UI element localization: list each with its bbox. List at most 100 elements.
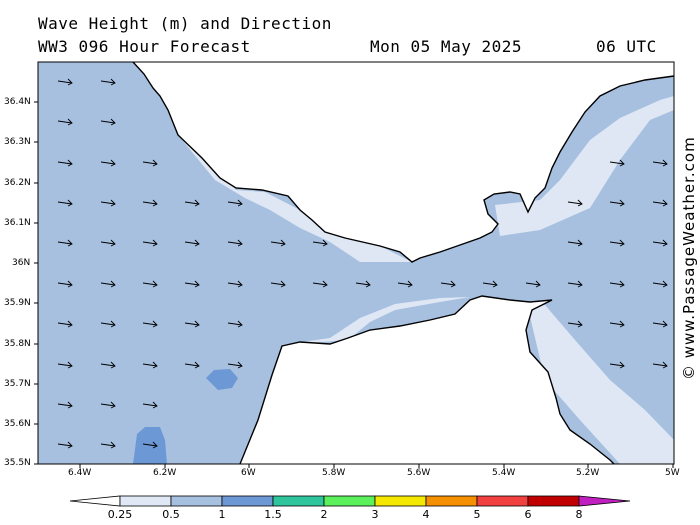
wave-arrow (57, 282, 73, 286)
wave-arrow-head (152, 320, 158, 328)
sea-high-waves-patch-1 (206, 369, 238, 390)
wave-arrow-head (280, 280, 286, 288)
lat-label: 36.4N (4, 97, 31, 107)
wave-arrow-head (237, 320, 243, 328)
lon-label: 5.2W (576, 468, 600, 478)
wave-arrow-head (365, 280, 371, 288)
wave-arrow-head (110, 441, 116, 449)
wave-arrow (100, 443, 116, 447)
wave-arrow-head (322, 280, 328, 288)
wave-arrow (142, 322, 158, 326)
wave-arrow-head (110, 199, 116, 207)
wave-arrow-head (110, 361, 116, 369)
wave-arrow-head (194, 361, 200, 369)
wave-arrow (227, 201, 243, 205)
colorbar-label: 0.25 (107, 508, 133, 521)
wave-arrow (652, 363, 668, 367)
wave-arrow-head (662, 239, 668, 247)
wave-arrow (652, 282, 668, 286)
wave-arrow-head (237, 199, 243, 207)
lat-label: 35.7N (4, 379, 31, 389)
wave-arrow-head (67, 118, 73, 126)
wave-height-colorbar (69, 495, 631, 507)
wave-arrow (567, 322, 583, 326)
wave-arrow-head (152, 441, 158, 449)
land-spain (133, 62, 674, 262)
lat-label: 36.2N (4, 178, 31, 188)
wave-arrow-head (619, 159, 625, 167)
wave-arrow-head (67, 239, 73, 247)
wave-arrow (100, 120, 116, 124)
wave-arrow-head (577, 199, 583, 207)
wave-arrow-head (237, 280, 243, 288)
wave-arrow (57, 443, 73, 447)
wave-arrow (227, 363, 243, 367)
colorbar-label: 1.5 (264, 508, 282, 521)
wave-arrow-head (662, 320, 668, 328)
colorbar-label: 3 (371, 508, 379, 521)
colorbar-label: 0.5 (162, 508, 180, 521)
wave-arrow-head (619, 280, 625, 288)
wave-arrow-head (152, 159, 158, 167)
colorbar-band-1 (119, 495, 172, 507)
wave-arrow-head (152, 361, 158, 369)
wave-arrow-head (110, 401, 116, 409)
wave-arrow-head (152, 280, 158, 288)
wave-arrow (142, 241, 158, 245)
wave-arrow (652, 201, 668, 205)
wave-arrow (100, 80, 116, 84)
wave-arrow (142, 282, 158, 286)
wave-arrow-head (662, 159, 668, 167)
wave-arrow-head (194, 320, 200, 328)
colorbar-label: 2 (320, 508, 328, 521)
wave-arrow (57, 120, 73, 124)
wave-arrow (652, 322, 668, 326)
wave-arrow (482, 282, 498, 286)
colorbar-band-6 (374, 495, 427, 507)
wave-arrow (652, 241, 668, 245)
axis-ticks (34, 101, 674, 468)
wave-arrow (397, 282, 413, 286)
site-credit: © www.PassageWeather.com (680, 136, 698, 380)
colorbar-band-5 (323, 495, 376, 507)
wave-arrow-head (152, 199, 158, 207)
wave-arrow-head (577, 280, 583, 288)
wave-arrow (567, 282, 583, 286)
colorbar-high-end (578, 495, 631, 507)
wave-arrow-head (619, 361, 625, 369)
wave-arrow (525, 282, 541, 286)
wave-arrow (142, 201, 158, 205)
wave-arrow (142, 403, 158, 407)
wave-arrow (355, 282, 371, 286)
wave-arrow-head (152, 239, 158, 247)
wave-arrow-head (67, 78, 73, 86)
lon-label: 6W (241, 468, 256, 478)
wave-arrow-head (67, 320, 73, 328)
wave-arrow (184, 322, 200, 326)
lon-label: 6.4W (68, 468, 92, 478)
wave-arrow-head (194, 199, 200, 207)
sea-high-waves-patch-2 (133, 427, 167, 464)
wave-arrow (652, 161, 668, 165)
wave-arrow-head (152, 401, 158, 409)
wave-arrow (312, 241, 328, 245)
wave-arrow (567, 241, 583, 245)
forecast-model: WW3 096 Hour Forecast (38, 37, 251, 56)
wave-arrow-head (67, 159, 73, 167)
lat-label: 35.5N (4, 458, 31, 468)
wave-arrow (312, 282, 328, 286)
wave-arrow-head (535, 280, 541, 288)
lat-label: 36.3N (4, 137, 31, 147)
wave-arrow-head (280, 239, 286, 247)
wave-arrow-head (619, 320, 625, 328)
lon-label: 6.2W (153, 468, 177, 478)
wave-arrow-head (67, 361, 73, 369)
wave-arrow (227, 282, 243, 286)
wave-arrow-head (67, 401, 73, 409)
wave-arrow-head (662, 361, 668, 369)
wave-arrow-head (67, 441, 73, 449)
sea-light-waves-ceuta (528, 305, 674, 464)
lon-label: 5.4W (492, 468, 516, 478)
coastline-morocco (239, 295, 615, 465)
wave-arrow (142, 363, 158, 367)
